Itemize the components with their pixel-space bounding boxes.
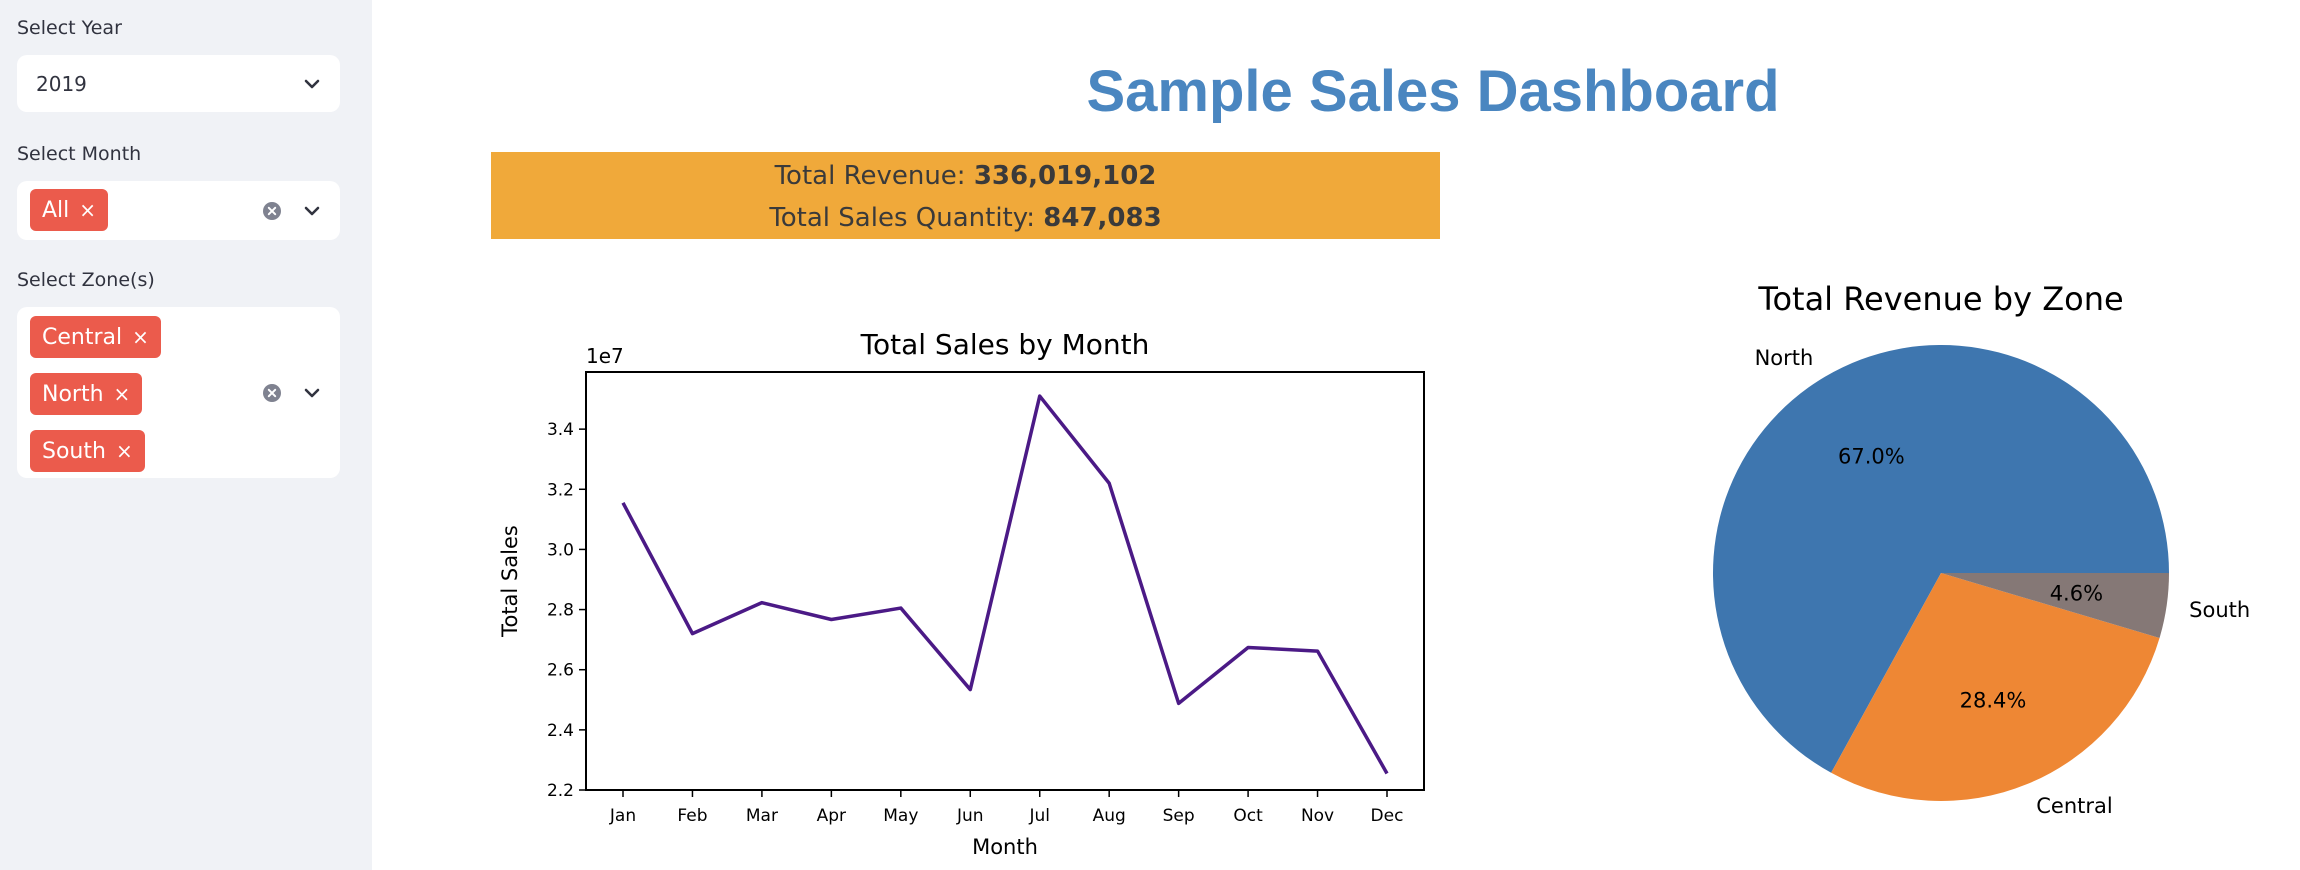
clear-icon[interactable] bbox=[262, 201, 282, 221]
chevron-down-icon[interactable] bbox=[302, 383, 322, 403]
sidebar: Select Year 2019 Select Month All × Sele… bbox=[0, 0, 372, 870]
month-label: Select Month bbox=[17, 143, 142, 165]
kpi-revenue-label: Total Revenue: bbox=[774, 161, 966, 191]
plot-frame bbox=[585, 371, 1425, 791]
month-tag[interactable]: All × bbox=[30, 189, 109, 231]
x-tick-label: Oct bbox=[1233, 806, 1263, 826]
x-tick-label: Aug bbox=[1093, 806, 1126, 826]
pie-label: South bbox=[2189, 598, 2250, 622]
kpi-quantity-label: Total Sales Quantity: bbox=[769, 203, 1035, 233]
remove-tag-icon[interactable]: × bbox=[115, 439, 133, 463]
month-multiselect[interactable]: All × bbox=[17, 181, 340, 240]
x-tick-label: Dec bbox=[1371, 806, 1404, 826]
revenue-by-zone-chart: Total Revenue by Zone North 67.0% Central 28… bbox=[1713, 280, 2250, 818]
x-tick-label: May bbox=[883, 806, 918, 826]
zone-tag-south[interactable]: South × bbox=[30, 430, 145, 472]
chevron-down-icon[interactable] bbox=[302, 201, 322, 221]
remove-tag-icon[interactable]: × bbox=[79, 198, 97, 222]
y-tick-label: 3.2 bbox=[547, 480, 574, 500]
x-tick-label: Sep bbox=[1163, 806, 1195, 826]
pie-slice-central bbox=[1831, 573, 2160, 801]
pie-value-label: 28.4% bbox=[1960, 689, 2027, 713]
y-tick-label: 2.2 bbox=[547, 781, 574, 801]
zone-tag-north[interactable]: North × bbox=[30, 373, 143, 415]
zone-multiselect[interactable]: Central × North × South × bbox=[17, 307, 340, 478]
y-tick-label: 3.4 bbox=[547, 420, 574, 440]
year-select-value: 2019 bbox=[36, 71, 87, 96]
pie-label: Central bbox=[2036, 794, 2112, 818]
y-axis-label: Total Sales bbox=[498, 525, 522, 638]
kpi-revenue-value: 336,019,102 bbox=[973, 161, 1157, 191]
x-tick-label: Jun bbox=[956, 806, 984, 826]
x-tick-label: Feb bbox=[677, 806, 707, 826]
zone-tag-label: Central bbox=[42, 324, 123, 350]
kpi-quantity-value: 847,083 bbox=[1043, 203, 1162, 233]
x-axis-label: Month bbox=[972, 835, 1038, 859]
pie-slice-south bbox=[1941, 573, 2169, 638]
x-tick-label: Jul bbox=[1028, 806, 1050, 826]
month-tag-label: All bbox=[42, 197, 70, 223]
kpi-revenue: Total Revenue: 336,019,102 bbox=[491, 154, 1440, 196]
kpi-quantity: Total Sales Quantity: 847,083 bbox=[491, 196, 1440, 238]
remove-tag-icon[interactable]: × bbox=[113, 382, 131, 406]
series-line bbox=[621, 394, 1389, 775]
chart-title: Total Sales by Month bbox=[860, 328, 1150, 361]
year-label: Select Year bbox=[17, 17, 122, 39]
chart-title: Total Revenue by Zone bbox=[1757, 280, 2123, 318]
y-tick-label: 2.6 bbox=[547, 661, 574, 681]
zone-tag-label: South bbox=[42, 438, 106, 464]
page-title: Sample Sales Dashboard bbox=[1086, 59, 1780, 124]
x-tick-label: Nov bbox=[1301, 806, 1334, 826]
x-tick-label: Mar bbox=[746, 806, 778, 826]
x-tick-label: Jan bbox=[609, 806, 636, 826]
clear-icon[interactable] bbox=[262, 383, 282, 403]
zone-label: Select Zone(s) bbox=[17, 269, 155, 291]
year-select[interactable]: 2019 bbox=[17, 55, 340, 112]
pie-slice-north bbox=[1713, 345, 2169, 773]
pie-value-label: 67.0% bbox=[1838, 444, 1905, 468]
y-tick-label: 2.4 bbox=[547, 721, 574, 741]
chevron-down-icon[interactable] bbox=[302, 74, 322, 94]
sales-by-month-chart: Total Sales by Month 1e7 2.2 2.4 2.6 2.8 3.0 3.… bbox=[498, 328, 1425, 859]
y-scale-label: 1e7 bbox=[586, 344, 624, 368]
y-tick-label: 2.8 bbox=[547, 601, 574, 621]
kpi-banner: Total Revenue: 336,019,102 Total Sales Q… bbox=[491, 152, 1440, 239]
remove-tag-icon[interactable]: × bbox=[132, 325, 149, 349]
zone-tag-central[interactable]: Central × bbox=[30, 316, 161, 358]
x-tick-label: Apr bbox=[817, 806, 846, 826]
y-tick-label: 3.0 bbox=[547, 540, 574, 560]
pie-value-label: 4.6% bbox=[2050, 582, 2103, 606]
pie-label: North bbox=[1755, 346, 1814, 370]
zone-tag-label: North bbox=[42, 381, 104, 407]
